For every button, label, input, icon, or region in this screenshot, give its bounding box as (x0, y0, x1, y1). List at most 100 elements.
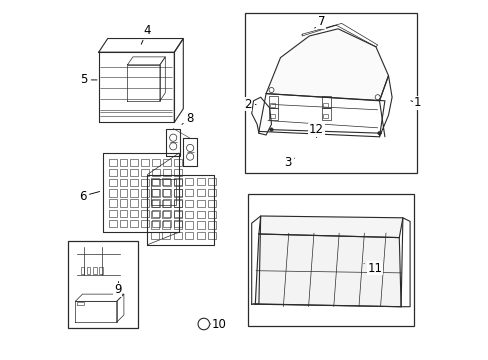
Bar (174, 232, 182, 239)
Polygon shape (258, 216, 402, 238)
Circle shape (377, 131, 381, 135)
Bar (162, 221, 170, 229)
Bar (173, 159, 181, 166)
Bar (99, 267, 103, 274)
Bar (173, 169, 181, 176)
Bar (152, 179, 160, 186)
Bar (247, 194, 413, 326)
Bar (120, 199, 127, 207)
Text: 1: 1 (410, 96, 420, 109)
Bar (174, 178, 182, 185)
Bar (141, 210, 149, 217)
Bar (141, 179, 149, 186)
Polygon shape (255, 234, 400, 307)
Bar (108, 189, 117, 197)
Bar (130, 159, 138, 166)
Bar (152, 159, 160, 166)
Bar (269, 114, 275, 118)
Bar (120, 169, 127, 176)
Text: 6: 6 (79, 190, 100, 203)
Text: 3: 3 (284, 156, 294, 169)
Text: 10: 10 (209, 318, 226, 330)
Bar (151, 221, 159, 229)
Bar (120, 159, 127, 166)
Bar (197, 232, 204, 239)
Text: 9: 9 (114, 282, 122, 296)
Text: 8: 8 (182, 112, 193, 125)
Bar (163, 189, 170, 197)
Bar (130, 199, 138, 207)
Bar (208, 200, 216, 207)
Bar (141, 169, 149, 176)
Bar (185, 221, 193, 229)
Circle shape (269, 128, 273, 131)
Bar (151, 200, 159, 207)
Bar (81, 267, 84, 274)
Bar (174, 211, 182, 218)
Bar (151, 189, 159, 196)
Bar (208, 189, 216, 196)
Bar (163, 179, 170, 186)
Bar (162, 178, 170, 185)
Bar (120, 210, 127, 217)
Bar (141, 159, 149, 166)
Bar (173, 179, 181, 186)
Bar (120, 179, 127, 186)
Bar (163, 220, 170, 227)
Bar (108, 159, 117, 166)
Bar (163, 199, 170, 207)
Bar (152, 189, 160, 197)
Bar (173, 220, 181, 227)
Bar (163, 159, 170, 166)
Bar (163, 169, 170, 176)
Bar (108, 179, 117, 186)
Bar (321, 96, 330, 108)
Bar (141, 189, 149, 197)
Bar (321, 108, 330, 120)
Bar (141, 220, 149, 227)
Text: 5: 5 (81, 73, 97, 86)
Bar (130, 169, 138, 176)
Bar (108, 220, 117, 227)
Bar (130, 220, 138, 227)
Text: 11: 11 (363, 262, 382, 275)
Bar (130, 179, 138, 186)
Polygon shape (265, 29, 387, 101)
Bar (197, 221, 204, 229)
Bar (208, 232, 216, 239)
Bar (197, 200, 204, 207)
Bar (174, 189, 182, 196)
Bar (120, 220, 127, 227)
Bar (87, 267, 90, 274)
Bar (152, 220, 160, 227)
Bar (208, 178, 216, 185)
Bar (208, 211, 216, 218)
Bar (268, 108, 277, 120)
Bar (185, 189, 193, 196)
Bar (108, 199, 117, 207)
Bar (141, 199, 149, 207)
Bar (185, 200, 193, 207)
Bar (322, 103, 327, 107)
Bar (163, 210, 170, 217)
Bar (197, 211, 204, 218)
Bar (197, 189, 204, 196)
Bar (162, 211, 170, 218)
Bar (244, 13, 416, 173)
Bar (162, 200, 170, 207)
Bar (152, 169, 160, 176)
Bar (185, 211, 193, 218)
Bar (152, 210, 160, 217)
Bar (208, 221, 216, 229)
Bar (130, 189, 138, 197)
Bar (108, 169, 117, 176)
Bar (185, 232, 193, 239)
Bar (174, 221, 182, 229)
Text: 12: 12 (308, 123, 324, 138)
Bar (130, 210, 138, 217)
Bar (108, 210, 117, 217)
Bar (151, 211, 159, 218)
Bar (151, 232, 159, 239)
Bar (268, 96, 277, 108)
Bar (269, 103, 275, 107)
